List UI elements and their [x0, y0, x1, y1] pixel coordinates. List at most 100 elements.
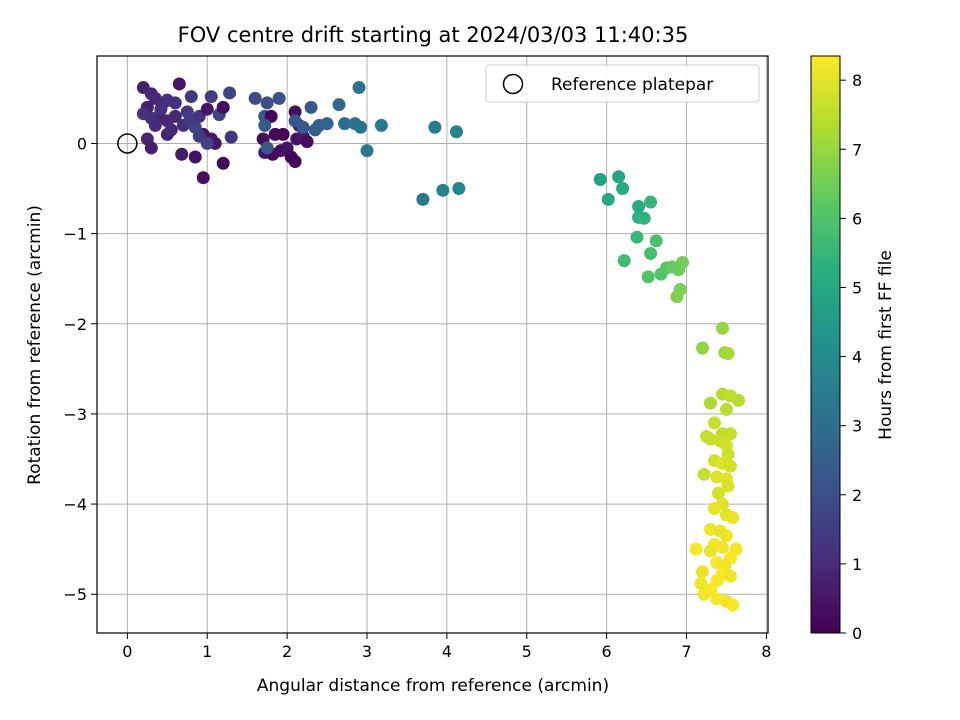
data-point	[172, 77, 186, 91]
data-point	[719, 402, 733, 416]
data-point	[196, 171, 210, 185]
data-point	[612, 170, 626, 184]
data-point	[428, 120, 442, 134]
data-point	[183, 114, 197, 128]
data-points	[136, 77, 745, 612]
y-axis-ticks: 0 −1 −2 −3 −4 −5	[63, 134, 97, 604]
data-point	[248, 91, 262, 105]
data-point	[276, 127, 290, 141]
data-point	[148, 118, 162, 132]
y-tick-label: 0	[77, 134, 87, 153]
data-point	[300, 135, 314, 149]
data-point	[224, 130, 238, 144]
data-point	[175, 147, 189, 161]
data-point	[160, 93, 174, 107]
data-point	[320, 117, 334, 131]
data-point	[689, 542, 703, 556]
reference-marker-layer	[117, 133, 138, 154]
data-point	[726, 598, 740, 612]
data-point	[144, 141, 158, 155]
y-tick-label: −3	[63, 405, 87, 424]
x-axis-label: Angular distance from reference (arcmin)	[257, 676, 609, 696]
data-point	[272, 91, 286, 105]
data-point	[216, 100, 230, 114]
data-point	[723, 459, 737, 473]
data-point	[670, 290, 684, 304]
colorbar-tick-label: 3	[852, 417, 862, 436]
data-point	[630, 230, 644, 244]
chart-title: FOV centre drift starting at 2024/03/03 …	[178, 23, 689, 47]
data-point	[695, 341, 709, 355]
data-point	[637, 211, 651, 225]
legend: Reference platepar	[485, 64, 760, 103]
colorbar-tick-label: 7	[852, 140, 862, 159]
data-point	[338, 117, 352, 131]
data-point	[332, 98, 346, 112]
data-point	[416, 192, 430, 206]
x-tick-label: 6	[602, 642, 612, 661]
data-point	[188, 150, 202, 164]
data-point	[723, 427, 737, 441]
x-tick-label: 8	[761, 642, 771, 661]
data-point	[721, 479, 735, 493]
data-point	[731, 393, 745, 407]
data-point	[436, 183, 450, 197]
data-point	[710, 574, 724, 588]
colorbar-gradient	[810, 55, 841, 634]
data-point	[703, 544, 717, 558]
data-point	[288, 105, 302, 119]
data-point	[264, 109, 278, 123]
data-point	[632, 200, 646, 214]
data-point	[644, 195, 658, 209]
x-tick-label: 3	[362, 642, 372, 661]
data-point	[354, 120, 368, 134]
data-point	[144, 87, 158, 101]
data-point	[216, 156, 230, 170]
data-point	[260, 141, 274, 155]
data-point	[593, 173, 607, 187]
colorbar-tick-label: 8	[852, 71, 862, 90]
data-point	[304, 100, 318, 114]
data-point	[617, 254, 631, 268]
data-point	[449, 125, 463, 139]
x-tick-label: 4	[442, 642, 452, 661]
y-tick-label: −5	[63, 585, 87, 604]
colorbar-tick-label: 6	[852, 209, 862, 228]
plot-frame	[96, 55, 769, 634]
data-point	[644, 246, 658, 260]
data-point	[676, 255, 690, 269]
legend-open-circle-marker	[502, 73, 524, 95]
data-point	[697, 587, 711, 601]
colorbar-tick-label: 1	[852, 555, 862, 574]
data-point	[352, 81, 366, 95]
data-point	[288, 154, 302, 168]
data-point	[204, 90, 218, 104]
data-point	[715, 321, 729, 335]
legend-box	[485, 64, 760, 103]
data-point	[258, 118, 272, 132]
colorbar-ticks: 0 1 2 3 4 5 6 7 8	[840, 71, 862, 643]
y-tick-label: −4	[63, 495, 87, 514]
data-point	[703, 396, 717, 410]
colorbar-tick-label: 2	[852, 486, 862, 505]
data-point	[200, 136, 214, 150]
data-point	[616, 182, 630, 196]
y-tick-label: −1	[63, 225, 87, 244]
data-point	[694, 576, 708, 590]
y-tick-label: −2	[63, 315, 87, 334]
data-point	[136, 107, 150, 121]
data-point	[154, 102, 168, 116]
x-tick-label: 5	[522, 642, 532, 661]
data-point	[697, 467, 711, 481]
x-axis-ticks: 0 1 2 3 4 5 6 7 8	[122, 633, 771, 661]
data-point	[452, 182, 466, 196]
data-point	[641, 270, 655, 284]
data-point	[601, 192, 615, 206]
colorbar-tick-label: 5	[852, 278, 862, 297]
data-point	[168, 109, 182, 123]
data-point	[715, 540, 729, 554]
data-point	[223, 86, 237, 100]
colorbar-label: Hours from first FF file	[876, 250, 896, 440]
x-tick-label: 7	[681, 642, 691, 661]
